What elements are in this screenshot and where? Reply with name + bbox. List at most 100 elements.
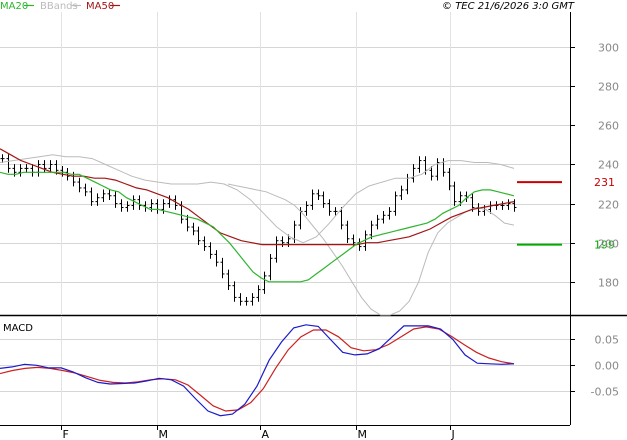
price-bar: [77, 177, 82, 193]
macd-panel-title: MACD: [3, 323, 33, 334]
price-bar: [24, 164, 29, 173]
price-bar: [441, 158, 446, 177]
price-bar: [369, 220, 374, 240]
price-bar: [220, 257, 225, 279]
price-bar: [202, 236, 207, 251]
price-bar: [214, 250, 219, 267]
price-bar: [375, 214, 380, 230]
price-bar: [429, 166, 434, 181]
price-tick-label: 280: [598, 81, 619, 94]
price-bar: [113, 191, 118, 208]
price-bar: [196, 226, 201, 246]
price-bar: [191, 222, 196, 236]
price-bar: [131, 195, 136, 210]
price-bar: [321, 191, 326, 208]
levels: 231 199: [517, 176, 615, 252]
price-bar: [274, 236, 279, 263]
month-tick-label: F: [63, 428, 69, 440]
price-bar: [208, 242, 213, 259]
price-bar: [107, 189, 112, 201]
price-bar: [137, 195, 142, 210]
price-bar: [393, 191, 398, 216]
price-bar: [42, 160, 47, 173]
price-bar: [327, 199, 332, 216]
price-tick-label: 180: [598, 277, 619, 290]
price-bar: [417, 156, 422, 173]
price-lines: [0, 148, 515, 316]
price-bar: [316, 189, 321, 201]
price-bar: [83, 183, 88, 197]
price-bar: [387, 207, 392, 220]
price-tick-label: 200: [598, 238, 619, 251]
price-bar: [512, 199, 517, 212]
price-bar: [399, 185, 404, 201]
month-tick-label: A: [262, 428, 270, 440]
level-label: 199: [594, 239, 615, 252]
copyright-text: © TEC 21/6/2026 3:0 GMT: [442, 1, 575, 12]
price-bar: [244, 297, 249, 306]
macd-line-macd: [0, 324, 515, 417]
macd-lines: [0, 324, 515, 417]
month-tick-label: M: [159, 428, 169, 440]
price-tick-labels: 180 200 220 240 260 280 300: [598, 42, 619, 290]
month-tick-label: M: [358, 428, 368, 440]
price-bar: [95, 193, 100, 206]
price-tick-label: 300: [598, 42, 619, 55]
price-bar: [506, 199, 511, 210]
series-line-bbands-upper: [0, 154, 515, 244]
price-bar: [238, 293, 243, 306]
price-tick-label: 220: [598, 199, 619, 212]
price-bar: [476, 203, 481, 216]
price-bar: [125, 201, 130, 212]
price-bar: [89, 187, 94, 206]
price-bar: [250, 293, 255, 306]
series-line-bbands-lower: [227, 183, 515, 316]
price-grid: [0, 12, 575, 315]
price-bar: [262, 271, 267, 294]
series-line-ma50: [0, 148, 515, 246]
price-bar: [268, 254, 273, 281]
macd-tick-labels: 0.05 0.00 -0.05: [591, 334, 619, 399]
legend-ma50-label: MA50: [86, 1, 114, 12]
price-bar: [101, 189, 106, 203]
legend-ma20-label: MA20: [0, 1, 28, 12]
price-bar: [304, 201, 309, 216]
legend-bbands-label: BBands: [40, 1, 78, 12]
price-bar: [411, 164, 416, 183]
price-bar: [18, 164, 23, 177]
price-bar: [363, 230, 368, 251]
price-bar: [65, 167, 70, 181]
price-bar: [256, 285, 261, 302]
price-bar: [119, 199, 124, 212]
price-bar: [447, 167, 452, 191]
price-bar: [452, 181, 457, 206]
price-bar: [6, 154, 11, 173]
level-label: 231: [594, 176, 615, 189]
price-bar: [0, 154, 5, 163]
price-bar: [500, 201, 505, 210]
macd-tick-label: -0.05: [591, 386, 619, 399]
macd-line-signal: [0, 326, 515, 412]
price-bar: [333, 207, 338, 216]
price-bar: [345, 220, 350, 244]
month-tick-label: J: [451, 428, 455, 440]
price-bar: [48, 160, 53, 173]
price-bar: [155, 199, 160, 214]
price-bar: [381, 211, 386, 224]
price-tick-label: 260: [598, 120, 619, 133]
price-bar: [226, 269, 231, 290]
series-line-ma20: [0, 171, 515, 283]
macd-tick-label: 0.00: [595, 360, 620, 373]
price-bar: [405, 173, 410, 195]
price-bar: [36, 160, 41, 177]
price-bar: [232, 281, 237, 302]
price-bar: [185, 214, 190, 232]
price-bar: [435, 158, 440, 181]
price-tick-label: 240: [598, 159, 619, 172]
price-bar: [280, 236, 285, 247]
macd-grid: [0, 316, 575, 425]
price-bar: [310, 189, 315, 210]
macd-tick-label: 0.05: [595, 334, 620, 347]
